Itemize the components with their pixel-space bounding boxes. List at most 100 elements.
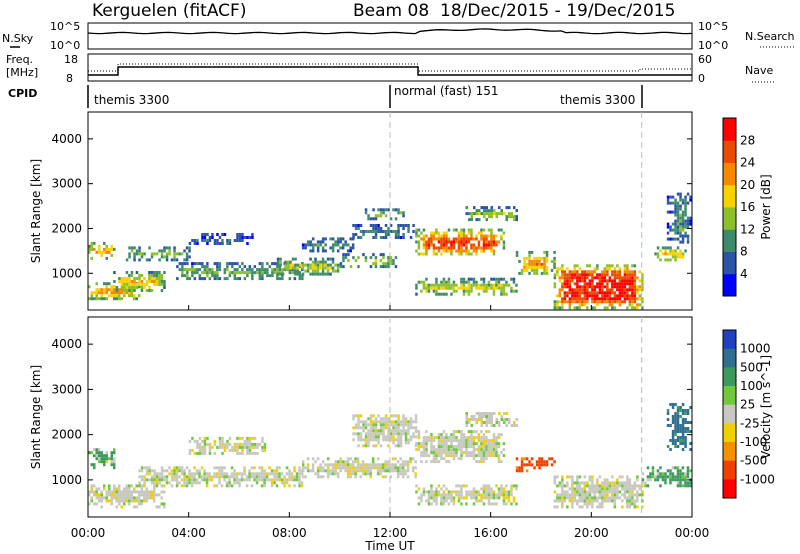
echo-cell [409, 435, 413, 439]
echo-cell [525, 256, 529, 260]
echo-band [188, 436, 267, 455]
echo-cell [467, 231, 471, 235]
echo-cell [186, 268, 189, 272]
noise-right-tick-top: 10^5 [698, 20, 728, 33]
y-tick-label: 4000 [51, 132, 82, 146]
echo-cell [397, 435, 400, 439]
echo-cell [596, 481, 599, 485]
echo-cell [545, 271, 549, 275]
echo-cell [100, 297, 103, 301]
echo-cell [497, 442, 501, 446]
echo-cell [661, 475, 665, 479]
echo-cell [485, 246, 488, 250]
echo-cell [611, 481, 614, 485]
echo-cell [354, 426, 358, 430]
echo-cell [628, 294, 632, 298]
echo-cell [364, 438, 368, 442]
echo-cell [468, 418, 471, 421]
echo-cell [442, 292, 446, 296]
echo-cell [591, 300, 594, 304]
echo-cell [200, 466, 204, 470]
echo-cell [528, 259, 531, 263]
echo-cell [457, 234, 461, 238]
echo-cell [236, 436, 239, 440]
echo-cell [153, 478, 156, 482]
echo-cell [482, 502, 486, 506]
echo-cell [396, 469, 400, 473]
echo-cell [334, 243, 337, 247]
echo-cell [571, 496, 574, 500]
echo-cell [268, 265, 272, 269]
echo-cell [218, 262, 222, 266]
echo-cell [568, 487, 572, 491]
echo-cell [671, 436, 675, 439]
echo-cell [525, 265, 529, 269]
echo-cell [475, 496, 478, 500]
echo-cell [288, 478, 291, 482]
echo-cell [578, 481, 582, 485]
echo-cell [133, 286, 136, 289]
echo-cell [475, 430, 478, 434]
echo-cell [88, 451, 91, 455]
echo-cell [482, 454, 486, 458]
echo-cell [432, 289, 436, 293]
echo-cell [420, 451, 423, 455]
echo-cell [165, 481, 169, 485]
echo-cell [636, 496, 639, 500]
echo-cell [435, 286, 438, 290]
echo-cell [633, 273, 637, 277]
echo-cell [228, 262, 232, 266]
echo-cell [118, 297, 121, 301]
echo-cell [603, 490, 607, 494]
echo-cell [231, 265, 234, 269]
echo-cell [201, 451, 204, 455]
echo-cell [641, 285, 644, 289]
echo-cell [123, 294, 126, 298]
echo-cell [440, 445, 443, 449]
echo-cell [145, 472, 149, 476]
echo-cell [543, 460, 546, 464]
echo-cell [480, 283, 483, 287]
echo-cell [190, 484, 194, 488]
echo-cell [631, 499, 634, 503]
echo-cell [200, 478, 204, 482]
echo-cell [568, 475, 572, 479]
echo-cell [311, 463, 315, 467]
echo-cell [155, 277, 159, 280]
echo-cell [425, 252, 428, 256]
echo-cell [636, 499, 639, 503]
x-tick-label: 20:00 [574, 526, 609, 540]
echo-cell [576, 291, 579, 295]
echo-cell [593, 291, 597, 295]
echo-cell [185, 481, 189, 485]
echo-cell [568, 493, 572, 497]
echo-cell [372, 435, 375, 439]
echo-cell [638, 303, 642, 307]
echo-cell [113, 271, 116, 274]
echo-cell [98, 499, 101, 503]
echo-cell [603, 496, 607, 500]
echo-cell [397, 432, 400, 436]
echo-cell [679, 406, 682, 409]
echo-cell [636, 276, 639, 280]
echo-cell [566, 505, 569, 509]
echo-cell [618, 291, 622, 295]
echo-cell [404, 438, 408, 442]
echo-cell [341, 243, 345, 247]
echo-cell [601, 505, 604, 509]
echo-cell [298, 277, 302, 281]
echo-cell [437, 240, 441, 244]
echo-cell [628, 270, 632, 274]
echo-cell [203, 469, 206, 473]
echo-cell [120, 297, 123, 301]
echo-cell [113, 493, 116, 497]
echo-cell [558, 291, 562, 295]
echo-cell [255, 475, 259, 479]
echo-cell [628, 502, 632, 506]
echo-cell [447, 228, 451, 232]
echo-cell [397, 429, 400, 433]
echo-cell [528, 256, 531, 260]
echo-cell [613, 505, 617, 509]
echo-cell [621, 300, 624, 304]
echo-cell [409, 426, 413, 430]
